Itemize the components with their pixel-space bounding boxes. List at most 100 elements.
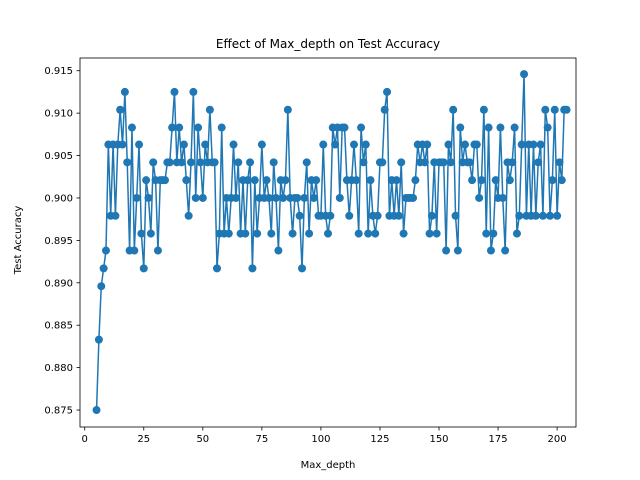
data-point bbox=[248, 264, 257, 273]
data-point bbox=[201, 140, 210, 149]
data-point bbox=[194, 123, 203, 132]
data-point bbox=[196, 158, 205, 167]
data-point bbox=[177, 158, 186, 167]
data-point bbox=[491, 176, 500, 185]
x-tick-label: 0 bbox=[82, 434, 88, 445]
y-tick-label: 0.875 bbox=[44, 406, 73, 417]
data-point bbox=[380, 105, 389, 114]
data-point bbox=[340, 123, 349, 132]
plot-area bbox=[92, 70, 571, 415]
data-point bbox=[149, 158, 158, 167]
data-point bbox=[345, 211, 354, 220]
data-point bbox=[144, 193, 153, 202]
data-point bbox=[510, 123, 519, 132]
data-point bbox=[520, 70, 529, 79]
data-point bbox=[302, 158, 311, 167]
data-point bbox=[94, 335, 103, 344]
data-point bbox=[217, 123, 226, 132]
y-axis-label: Test Accuracy bbox=[13, 206, 24, 276]
data-point bbox=[425, 229, 434, 238]
data-point bbox=[479, 105, 488, 114]
data-point bbox=[378, 158, 387, 167]
data-point bbox=[272, 193, 281, 202]
data-point bbox=[446, 158, 455, 167]
data-point bbox=[357, 123, 366, 132]
data-point bbox=[191, 193, 200, 202]
x-tick-label: 100 bbox=[311, 434, 330, 445]
y-tick-label: 0.885 bbox=[44, 321, 73, 332]
series-line bbox=[95, 73, 567, 411]
data-point bbox=[212, 264, 221, 273]
y-tick-label: 0.895 bbox=[44, 236, 73, 247]
data-point bbox=[501, 246, 510, 255]
y-tick-label: 0.910 bbox=[44, 109, 73, 120]
data-point bbox=[399, 229, 408, 238]
data-point bbox=[335, 193, 344, 202]
data-point bbox=[354, 229, 363, 238]
data-point bbox=[198, 193, 207, 202]
data-point bbox=[453, 246, 462, 255]
data-point bbox=[477, 176, 486, 185]
data-point bbox=[420, 158, 429, 167]
y-tick-label: 0.880 bbox=[44, 363, 73, 374]
data-point bbox=[116, 105, 125, 114]
data-point bbox=[120, 87, 129, 96]
data-point bbox=[442, 246, 451, 255]
data-point bbox=[210, 158, 219, 167]
data-point bbox=[508, 158, 517, 167]
data-point bbox=[517, 140, 526, 149]
y-tick-label: 0.905 bbox=[44, 151, 73, 162]
data-point bbox=[179, 140, 188, 149]
data-point bbox=[546, 211, 555, 220]
data-point bbox=[139, 264, 148, 273]
data-point bbox=[482, 229, 491, 238]
data-point bbox=[241, 229, 250, 238]
data-point bbox=[118, 140, 127, 149]
data-point bbox=[274, 246, 283, 255]
data-point bbox=[279, 193, 288, 202]
data-point bbox=[331, 140, 340, 149]
data-point bbox=[423, 140, 432, 149]
data-point bbox=[371, 229, 380, 238]
x-tick-label: 175 bbox=[489, 434, 508, 445]
data-point bbox=[309, 193, 318, 202]
x-tick-label: 150 bbox=[429, 434, 448, 445]
data-point bbox=[111, 211, 120, 220]
data-point bbox=[449, 105, 458, 114]
data-point bbox=[153, 246, 162, 255]
data-point bbox=[127, 123, 136, 132]
data-point bbox=[352, 176, 361, 185]
x-tick-label: 50 bbox=[196, 434, 209, 445]
data-point bbox=[182, 176, 191, 185]
data-point bbox=[555, 158, 564, 167]
data-point bbox=[409, 193, 418, 202]
data-point bbox=[123, 158, 132, 167]
data-point bbox=[427, 211, 436, 220]
data-point bbox=[175, 123, 184, 132]
y-tick-label: 0.900 bbox=[44, 193, 73, 204]
data-point bbox=[99, 264, 108, 273]
data-point bbox=[392, 176, 401, 185]
data-point bbox=[101, 246, 110, 255]
data-point bbox=[394, 211, 403, 220]
data-point bbox=[146, 229, 155, 238]
data-point bbox=[170, 87, 179, 96]
data-point bbox=[498, 193, 507, 202]
y-tick-label: 0.915 bbox=[44, 66, 73, 77]
data-point bbox=[205, 105, 214, 114]
data-point bbox=[187, 158, 196, 167]
data-point bbox=[300, 193, 309, 202]
data-point bbox=[468, 176, 477, 185]
data-point bbox=[550, 105, 559, 114]
data-point bbox=[397, 158, 406, 167]
data-point bbox=[231, 193, 240, 202]
data-point bbox=[451, 211, 460, 220]
data-point bbox=[319, 140, 328, 149]
data-point bbox=[184, 211, 193, 220]
data-point bbox=[361, 140, 370, 149]
data-point bbox=[439, 158, 448, 167]
data-point bbox=[383, 87, 392, 96]
data-point bbox=[472, 140, 481, 149]
data-point bbox=[168, 123, 177, 132]
